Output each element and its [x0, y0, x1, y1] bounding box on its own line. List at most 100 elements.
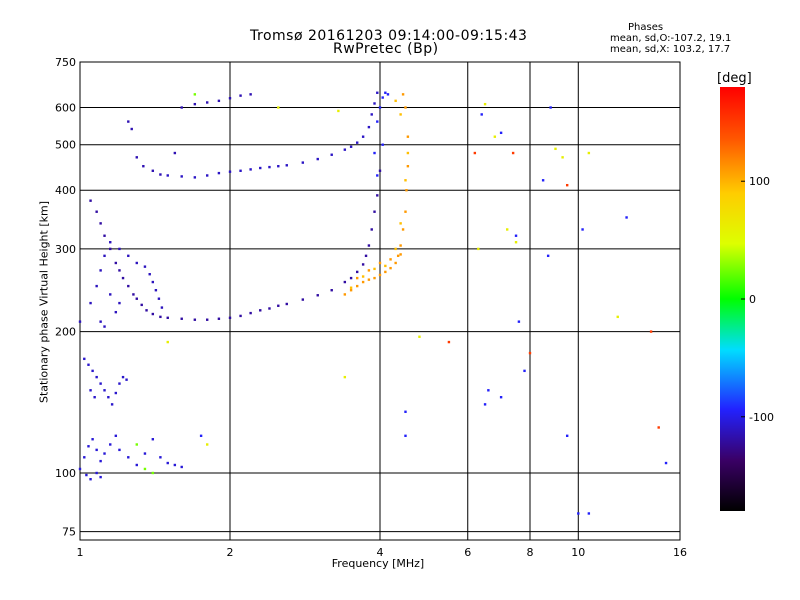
data-point — [505, 228, 509, 231]
y-tick-label: 100 — [55, 467, 76, 480]
data-point — [378, 261, 382, 265]
data-point — [132, 293, 135, 296]
data-point — [401, 228, 405, 231]
data-point — [95, 210, 98, 213]
data-point — [127, 284, 130, 288]
data-point — [511, 151, 515, 155]
data-point — [127, 456, 130, 459]
data-point — [193, 93, 197, 96]
colorbar: 100 0 -100 [deg] — [717, 71, 774, 511]
phases-heading: Phases — [628, 22, 664, 33]
data-point — [166, 340, 169, 344]
data-point — [99, 382, 102, 385]
data-point — [205, 443, 209, 446]
data-point — [514, 234, 518, 237]
data-point — [114, 434, 118, 438]
data-point — [110, 403, 114, 406]
data-point — [85, 473, 88, 477]
data-point — [396, 254, 400, 258]
y-axis-label: Stationary phase Virtual Height [km] — [37, 200, 51, 404]
x-tick-label: 2 — [227, 546, 234, 559]
data-point — [228, 170, 232, 173]
data-point — [228, 97, 232, 100]
data-point — [151, 471, 155, 475]
x-tick-label: 4 — [377, 546, 384, 559]
data-point — [91, 369, 94, 373]
colorbar-gradient — [720, 87, 745, 511]
data-point — [127, 254, 130, 258]
data-point — [367, 244, 371, 247]
y-tick-label: 200 — [55, 326, 76, 339]
data-point — [406, 164, 410, 168]
data-point — [373, 151, 376, 155]
data-point — [78, 467, 82, 471]
data-point — [135, 297, 138, 300]
data-point — [343, 293, 347, 296]
data-point — [389, 266, 392, 270]
data-point — [99, 222, 102, 225]
data-point — [587, 512, 591, 515]
data-point — [565, 183, 569, 187]
data-point — [87, 445, 90, 448]
data-point — [343, 375, 347, 379]
data-point — [151, 438, 155, 441]
data-point — [103, 389, 106, 392]
data-point — [118, 269, 121, 272]
data-point — [376, 174, 379, 177]
data-point — [151, 280, 155, 284]
data-point — [125, 378, 128, 381]
data-point — [355, 276, 359, 280]
data-point — [546, 254, 550, 258]
data-point — [406, 151, 410, 155]
data-point — [87, 363, 90, 366]
data-point — [217, 317, 221, 320]
data-point — [95, 471, 98, 475]
chart-title: Tromsø 20161203 09:14:00-09:15:43 — [250, 28, 528, 44]
data-point — [404, 106, 407, 109]
data-point — [99, 459, 102, 463]
data-point — [367, 125, 371, 129]
data-point — [173, 151, 177, 155]
data-point — [173, 463, 177, 467]
data-point — [160, 306, 164, 309]
data-point — [127, 120, 130, 123]
data-point — [217, 99, 221, 103]
data-point — [337, 109, 340, 113]
data-point — [301, 161, 305, 164]
data-point — [103, 234, 106, 237]
data-point — [114, 310, 118, 314]
data-point — [404, 434, 407, 438]
data-point — [148, 273, 151, 276]
data-point — [78, 320, 82, 323]
data-point — [330, 153, 333, 156]
data-point — [249, 93, 252, 96]
data-point — [180, 106, 183, 109]
data-points — [78, 91, 668, 515]
data-point — [140, 303, 143, 307]
data-point — [199, 434, 203, 438]
data-point — [89, 199, 92, 202]
data-point — [480, 113, 483, 116]
data-point — [381, 96, 384, 99]
data-point — [561, 156, 564, 159]
data-point — [205, 174, 209, 177]
data-point — [554, 147, 557, 151]
data-point — [361, 280, 365, 284]
data-point — [205, 318, 209, 321]
data-point — [499, 131, 503, 135]
data-point — [349, 286, 353, 289]
data-point — [103, 325, 106, 328]
x-tick-label: 1 — [77, 546, 84, 559]
data-point — [135, 443, 138, 446]
data-point — [447, 340, 451, 344]
data-point — [473, 151, 477, 155]
data-point — [343, 148, 347, 151]
data-point — [361, 263, 365, 266]
data-point — [384, 91, 387, 94]
data-point — [103, 452, 106, 455]
data-point — [370, 113, 373, 116]
data-point — [249, 168, 252, 171]
data-point — [193, 102, 197, 106]
data-point — [83, 357, 86, 361]
y-tick-label: 300 — [55, 243, 76, 256]
